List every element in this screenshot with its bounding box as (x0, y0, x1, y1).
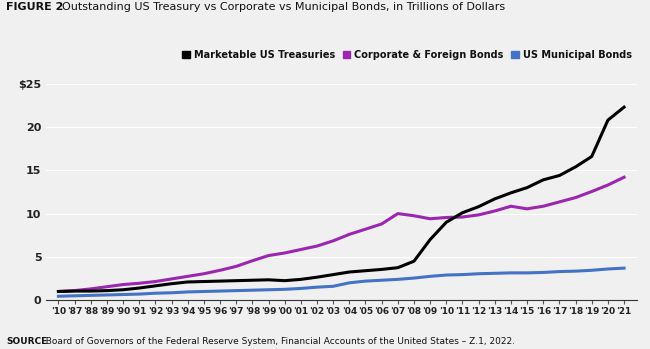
Text: Board of Governors of the Federal Reserve System, Financial Accounts of the Unit: Board of Governors of the Federal Reserv… (40, 336, 515, 346)
Text: FIGURE 2: FIGURE 2 (6, 2, 64, 12)
Text: SOURCE: SOURCE (6, 336, 47, 346)
Legend: Marketable US Treasuries, Corporate & Foreign Bonds, US Municipal Bonds: Marketable US Treasuries, Corporate & Fo… (182, 50, 632, 60)
Text: Outstanding US Treasury vs Corporate vs Municipal Bonds, in Trillions of Dollars: Outstanding US Treasury vs Corporate vs … (55, 2, 506, 12)
